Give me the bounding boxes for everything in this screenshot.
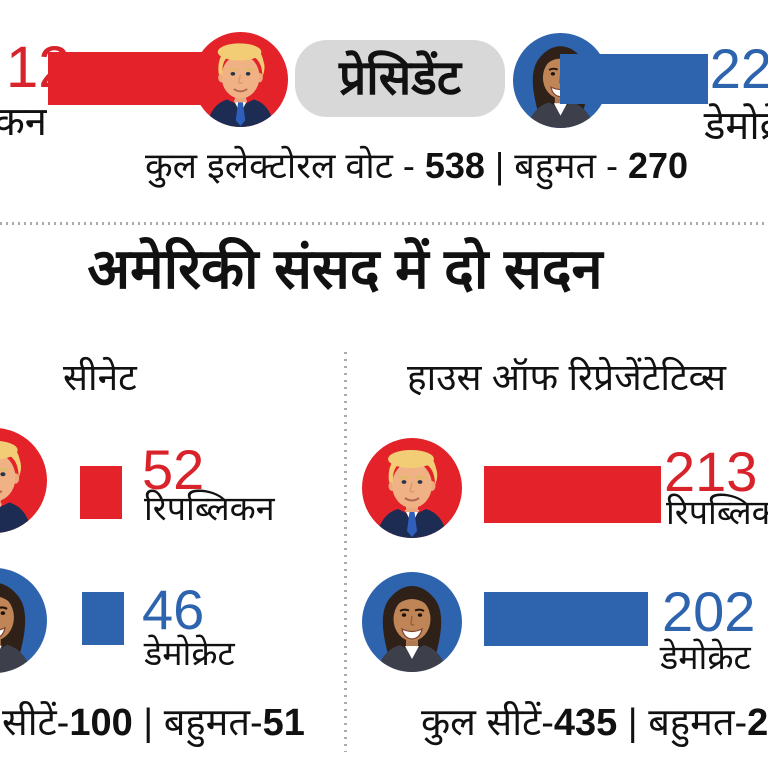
- senate-democrat-bar: [82, 592, 124, 645]
- trump-avatar: [193, 32, 288, 127]
- senate-summary-separator: | बहुमत-: [132, 702, 263, 744]
- senate-kamala-avatar: [0, 568, 47, 673]
- house-republican-bar: [484, 466, 661, 523]
- kamala-portrait-icon: [362, 572, 462, 672]
- electoral-majority-value: 270: [628, 145, 689, 186]
- kamala-portrait-icon: [0, 568, 47, 673]
- house-republican-number: 213: [664, 440, 758, 503]
- house-democrat-bar: [484, 592, 648, 646]
- senate-majority-value: 51: [262, 702, 305, 744]
- senate-summary-text: सीटें-: [2, 702, 70, 744]
- senate-republican-label: रिपब्लिकन: [144, 490, 275, 528]
- house-seats-summary: कुल सीटें-435 | बहुमत-218 |: [421, 699, 768, 748]
- house-trump-avatar: [362, 438, 462, 538]
- house-kamala-avatar: [362, 572, 462, 672]
- senate-republican-bar: [80, 466, 122, 519]
- trump-portrait-icon: [362, 438, 462, 538]
- senate-trump-avatar: [0, 428, 47, 533]
- president-democrat-label: डेमोक्रेट: [704, 104, 768, 148]
- vertical-dotted-divider: [344, 352, 347, 752]
- house-summary-separator: | बहुमत-: [617, 702, 748, 744]
- horizontal-dotted-divider: [0, 222, 768, 225]
- electoral-summary-text: कुल इलेक्टोरल वोट -: [145, 145, 425, 186]
- house-majority-value: 218: [747, 702, 768, 744]
- electoral-total-value: 538: [424, 145, 485, 186]
- trump-portrait-icon: [193, 32, 288, 127]
- president-republican-label-text: रिपब्लिकन: [0, 100, 47, 144]
- senate-seats-summary: सीटें-100 | बहुमत-51: [2, 699, 305, 748]
- president-republican-label-clipped: रिपब्लिकन: [0, 98, 47, 150]
- house-republican-label: रिपब्लिकन: [666, 494, 768, 532]
- president-democrat-number: 22: [709, 37, 768, 100]
- president-democrat-bar: [560, 54, 708, 104]
- president-title: प्रेसिडेंट: [338, 51, 462, 105]
- electoral-vote-summary: कुल इलेक्टोरल वोट - 538 | बहुमत - 270: [145, 143, 688, 190]
- senate-total-seats-value: 100: [69, 702, 133, 744]
- senate-democrat-number: 46: [142, 578, 205, 641]
- president-title-pill: प्रेसिडेंट: [295, 40, 505, 117]
- trump-portrait-icon: [0, 428, 47, 533]
- senate-title: सीनेट: [63, 357, 137, 398]
- house-democrat-label: डेमोक्रेट: [660, 639, 751, 677]
- house-title: हाउस ऑफ रिप्रेजेंटेटिव्स: [407, 357, 727, 398]
- electoral-summary-separator: | बहुमत -: [484, 145, 628, 186]
- house-total-seats-value: 435: [553, 702, 618, 744]
- house-democrat-number: 202: [662, 580, 756, 643]
- senate-democrat-label: डेमोक्रेट: [144, 635, 235, 673]
- parliament-heading: अमेरिकी संसद में दो सदन: [87, 237, 603, 300]
- house-summary-text: कुल सीटें-: [421, 702, 554, 744]
- senate-republican-number: 52: [142, 438, 205, 501]
